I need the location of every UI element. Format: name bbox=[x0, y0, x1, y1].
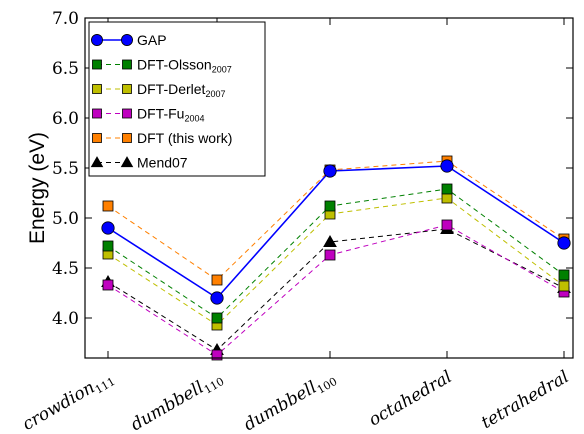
legend-item: DFT-Derlet2007 bbox=[92, 81, 225, 99]
series-layer bbox=[101, 155, 571, 361]
legend-marker bbox=[121, 34, 133, 46]
data-point bbox=[440, 159, 454, 173]
series-dft-olsson bbox=[102, 183, 570, 324]
data-point bbox=[441, 183, 453, 195]
y-tick-label: 4.0 bbox=[52, 309, 79, 329]
data-point bbox=[558, 280, 570, 292]
data-point bbox=[211, 274, 223, 286]
data-point bbox=[557, 236, 571, 250]
data-point bbox=[102, 279, 114, 291]
data-point bbox=[102, 240, 114, 252]
legend-item: GAP bbox=[91, 32, 167, 48]
series-line bbox=[107, 160, 565, 281]
data-point bbox=[441, 219, 453, 231]
data-point bbox=[323, 234, 337, 248]
legend-label: DFT (this work) bbox=[137, 130, 232, 146]
legend-label: GAP bbox=[137, 32, 167, 48]
data-point bbox=[102, 200, 114, 212]
legend-marker bbox=[91, 34, 103, 46]
legend-marker bbox=[122, 133, 132, 143]
plot-frame bbox=[84, 17, 574, 359]
series-dft-fu bbox=[102, 219, 570, 361]
series-line bbox=[107, 197, 565, 326]
legend-label: Mend07 bbox=[137, 155, 188, 171]
legend-item: DFT-Olsson2007 bbox=[92, 57, 232, 75]
y-tick-label: 5.5 bbox=[52, 159, 79, 179]
legend-marker bbox=[120, 156, 134, 168]
y-tick-label: 7.0 bbox=[52, 9, 79, 29]
data-point bbox=[324, 200, 336, 212]
x-axis-labels: crowdion111 dumbbell110 dumbbell100 octahed… bbox=[19, 367, 572, 434]
y-tick-label: 4.5 bbox=[52, 259, 79, 279]
y-tick-label: 6.5 bbox=[52, 59, 79, 79]
y-tick-label: 5.0 bbox=[52, 209, 79, 229]
legend-marker bbox=[92, 84, 102, 94]
y-tick-label: 6.0 bbox=[52, 109, 79, 129]
legend-label: DFT-Olsson2007 bbox=[137, 57, 232, 75]
data-point bbox=[324, 249, 336, 261]
x-tick-label: octahedral bbox=[366, 367, 456, 430]
data-point bbox=[211, 349, 223, 361]
data-point bbox=[210, 291, 224, 305]
data-point bbox=[441, 192, 453, 204]
legend-marker bbox=[122, 59, 132, 70]
x-tick-label: crowdion111 bbox=[19, 367, 117, 434]
legend-marker bbox=[90, 156, 104, 168]
data-point bbox=[211, 312, 223, 324]
legend: GAP DFT-Olsson2007 DFT-Derlet2007 DFT-Fu200… bbox=[88, 21, 266, 177]
series-line bbox=[107, 228, 565, 351]
legend-marker bbox=[92, 59, 102, 70]
legend-box bbox=[88, 21, 266, 177]
legend-item: DFT-Fu2004 bbox=[92, 106, 204, 124]
legend-item: DFT (this work) bbox=[92, 130, 232, 146]
legend-marker bbox=[122, 84, 132, 94]
x-tick-label: dumbbell100 bbox=[240, 367, 339, 434]
legend-marker bbox=[92, 133, 102, 143]
legend-label: DFT-Derlet2007 bbox=[137, 81, 225, 99]
legend-label: DFT-Fu2004 bbox=[137, 106, 204, 124]
series-gap bbox=[101, 159, 571, 305]
legend-item: Mend07 bbox=[90, 155, 188, 171]
series-dft-derlet bbox=[102, 192, 570, 331]
data-point bbox=[101, 221, 115, 235]
data-point bbox=[558, 269, 570, 281]
x-tick-label: dumbbell110 bbox=[127, 367, 226, 434]
y-axis-title: Energy (eV) bbox=[26, 132, 49, 244]
legend-marker bbox=[122, 108, 132, 119]
data-point bbox=[323, 164, 337, 178]
series-line bbox=[107, 224, 565, 356]
series-line bbox=[107, 165, 565, 300]
legend-marker bbox=[92, 108, 102, 119]
x-tick-label: tetrahedral bbox=[478, 367, 573, 433]
